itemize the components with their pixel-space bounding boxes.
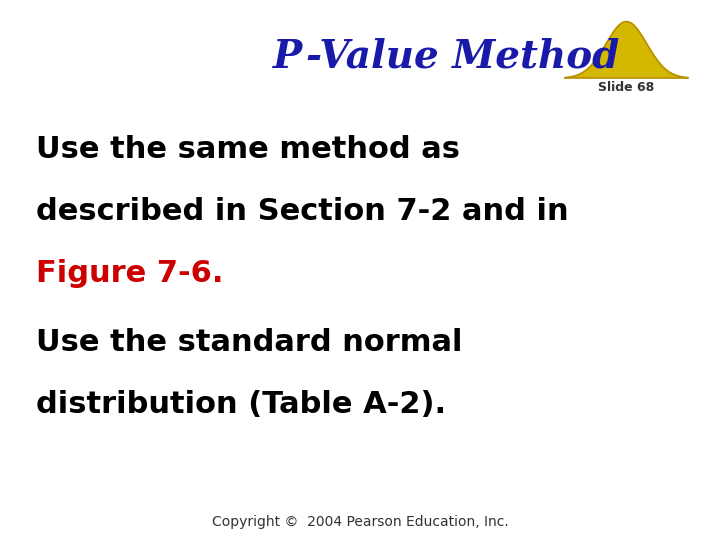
Polygon shape: [565, 22, 688, 78]
Text: Figure 7-6.: Figure 7-6.: [36, 259, 223, 288]
Text: Use the standard normal: Use the standard normal: [36, 327, 462, 356]
Text: described in Section 7-2 and in: described in Section 7-2 and in: [36, 197, 569, 226]
Text: Slide 68: Slide 68: [598, 81, 654, 94]
Text: Use the same method as: Use the same method as: [36, 135, 460, 164]
Text: -Value Method: -Value Method: [306, 38, 619, 76]
Text: Copyright ©  2004 Pearson Education, Inc.: Copyright © 2004 Pearson Education, Inc.: [212, 515, 508, 529]
Text: P: P: [273, 38, 302, 76]
Text: distribution (Table A-2).: distribution (Table A-2).: [36, 390, 446, 418]
